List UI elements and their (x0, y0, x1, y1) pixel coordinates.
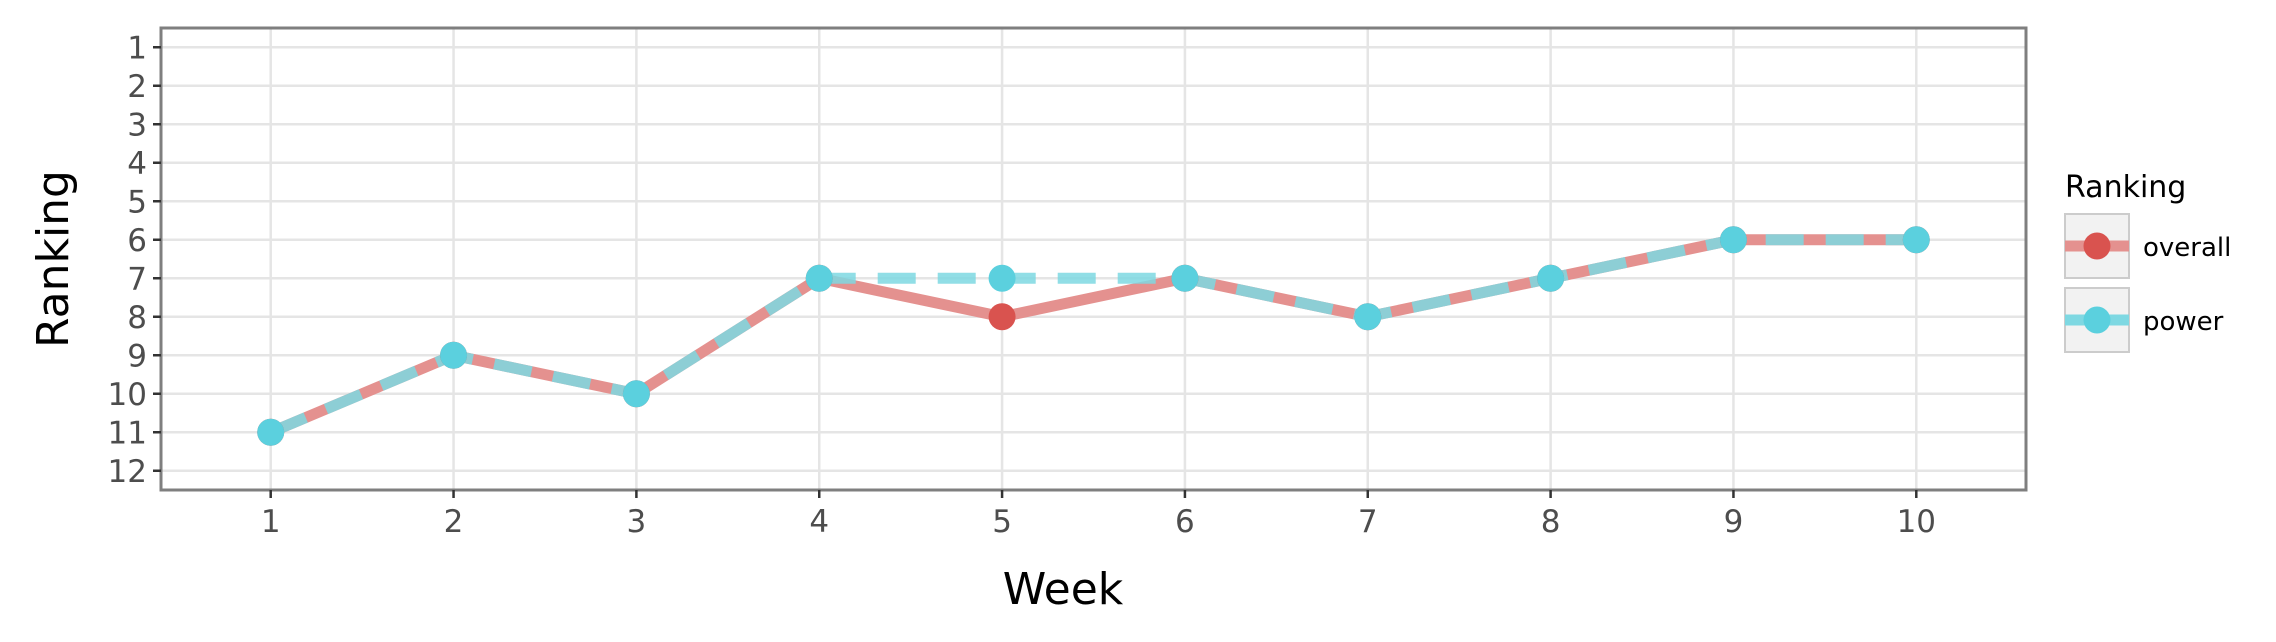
data-points (257, 226, 1930, 446)
series-line-power (268, 234, 1917, 438)
data-point-power (988, 264, 1016, 292)
plot-border (159, 26, 2028, 492)
legend: Ranking overall power (2064, 170, 2231, 353)
y-tick-label: 6 (127, 223, 147, 259)
y-tick-label: 2 (127, 69, 147, 105)
y-tick-label: 10 (108, 377, 147, 413)
data-point-power (257, 418, 285, 446)
legend-items: overall power (2064, 213, 2231, 353)
y-tick-label: 4 (127, 146, 147, 182)
x-tick-label: 7 (1358, 504, 1378, 540)
data-point-power (805, 264, 833, 292)
data-point-power (1537, 264, 1565, 292)
legend-label-overall: overall (2143, 233, 2231, 263)
data-point-power (622, 380, 650, 408)
series-lines (268, 234, 1917, 438)
data-point-power (440, 341, 468, 369)
y-axis-title: Ranking (28, 170, 79, 348)
y-tick-label: 9 (127, 338, 147, 374)
data-point-power (1171, 264, 1199, 292)
data-point-power (1902, 226, 1930, 254)
x-tick-label: 4 (809, 504, 829, 540)
x-tick-label: 2 (444, 504, 464, 540)
y-tick-label: 7 (127, 261, 147, 297)
x-tick-label: 9 (1724, 504, 1744, 540)
plot-panel (161, 28, 2026, 490)
y-tick-label: 3 (127, 107, 147, 143)
legend-key-point (2083, 232, 2111, 260)
data-point-overall (988, 303, 1016, 331)
y-tick-label: 8 (127, 300, 147, 336)
legend-key-point (2083, 306, 2111, 334)
x-tick-label: 1 (261, 504, 281, 540)
data-point-power (1354, 303, 1382, 331)
legend-label-power: power (2143, 307, 2224, 337)
y-tick-label: 1 (127, 30, 147, 66)
x-axis-ticks: 1 2 3 4 5 6 7 8 9 10 (261, 490, 1936, 540)
data-point-power (1719, 226, 1747, 254)
x-tick-label: 6 (1175, 504, 1195, 540)
x-tick-label: 10 (1897, 504, 1936, 540)
x-tick-label: 8 (1541, 504, 1561, 540)
y-tick-label: 5 (127, 184, 147, 220)
y-tick-label: 11 (108, 415, 147, 451)
y-tick-label: 12 (108, 454, 147, 490)
legend-title: Ranking (2065, 170, 2186, 205)
series-line-overall (268, 234, 1917, 438)
x-tick-label: 5 (992, 504, 1012, 540)
x-axis-title: Week (1003, 564, 1124, 615)
grid-lines (161, 28, 2026, 490)
x-tick-label: 3 (627, 504, 647, 540)
